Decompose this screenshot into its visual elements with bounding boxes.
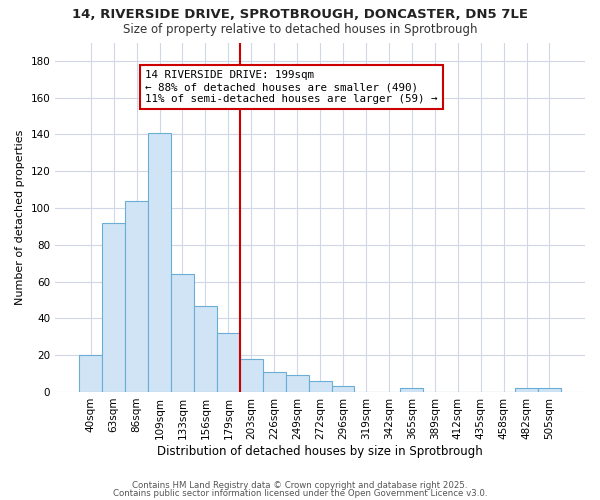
Text: Contains public sector information licensed under the Open Government Licence v3: Contains public sector information licen… xyxy=(113,488,487,498)
Bar xyxy=(538,388,561,392)
Bar xyxy=(194,306,217,392)
Bar xyxy=(400,388,423,392)
Text: Contains HM Land Registry data © Crown copyright and database right 2025.: Contains HM Land Registry data © Crown c… xyxy=(132,481,468,490)
Bar xyxy=(217,333,240,392)
Bar xyxy=(515,388,538,392)
Y-axis label: Number of detached properties: Number of detached properties xyxy=(15,130,25,305)
X-axis label: Distribution of detached houses by size in Sprotbrough: Distribution of detached houses by size … xyxy=(157,444,483,458)
Bar xyxy=(308,381,332,392)
Bar xyxy=(102,222,125,392)
Bar xyxy=(148,132,171,392)
Bar xyxy=(263,372,286,392)
Text: 14, RIVERSIDE DRIVE, SPROTBROUGH, DONCASTER, DN5 7LE: 14, RIVERSIDE DRIVE, SPROTBROUGH, DONCAS… xyxy=(72,8,528,20)
Bar xyxy=(240,359,263,392)
Bar xyxy=(171,274,194,392)
Bar xyxy=(125,200,148,392)
Bar xyxy=(286,376,308,392)
Bar xyxy=(332,386,355,392)
Text: 14 RIVERSIDE DRIVE: 199sqm
← 88% of detached houses are smaller (490)
11% of sem: 14 RIVERSIDE DRIVE: 199sqm ← 88% of deta… xyxy=(145,70,438,104)
Text: Size of property relative to detached houses in Sprotbrough: Size of property relative to detached ho… xyxy=(123,22,477,36)
Bar xyxy=(79,355,102,392)
